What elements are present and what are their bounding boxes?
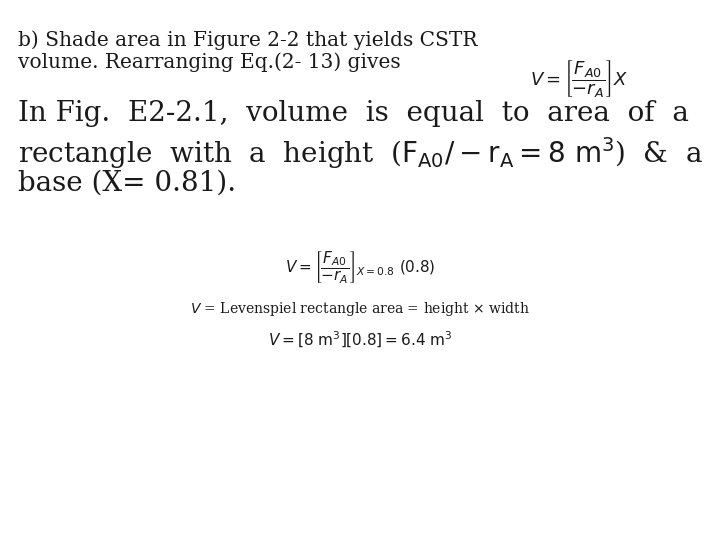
Text: b) Shade area in Figure 2-2 that yields CSTR: b) Shade area in Figure 2-2 that yields …: [18, 30, 477, 50]
Text: rectangle  with  a  height  ($\mathrm{F_{A0}/-r_A{=}8\ m^3}$)  &  a: rectangle with a height ($\mathrm{F_{A0}…: [18, 135, 703, 171]
Text: $V = [8\ \mathrm{m}^3][0.8] = 6.4\ \mathrm{m}^3$: $V = [8\ \mathrm{m}^3][0.8] = 6.4\ \math…: [268, 330, 452, 350]
Text: $V$ = Levenspiel rectangle area = height $\times$ width: $V$ = Levenspiel rectangle area = height…: [190, 300, 530, 318]
Text: volume. Rearranging Eq.(2- 13) gives: volume. Rearranging Eq.(2- 13) gives: [18, 52, 400, 72]
Text: $V = \left[\dfrac{F_{A0}}{-r_A}\right]X$: $V = \left[\dfrac{F_{A0}}{-r_A}\right]X$: [530, 58, 628, 99]
Text: $V = \left[\dfrac{F_{A0}}{-r_A}\right]_{X=0.8}\ (0.8)$: $V = \left[\dfrac{F_{A0}}{-r_A}\right]_{…: [285, 250, 435, 286]
Text: In Fig.  E2-2.1,  volume  is  equal  to  area  of  a: In Fig. E2-2.1, volume is equal to area …: [18, 100, 689, 127]
Text: base (X= 0.81).: base (X= 0.81).: [18, 170, 236, 197]
